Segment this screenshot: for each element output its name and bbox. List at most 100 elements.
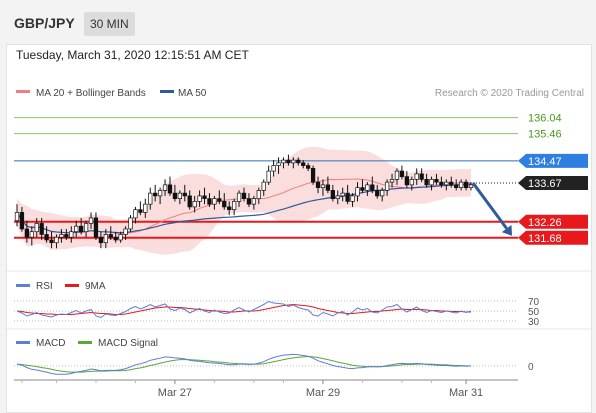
candle-body [454,184,459,188]
candle-body [197,195,202,202]
rsi-legend-label: RSI [36,281,53,292]
candle-body [414,173,419,180]
candle-body [177,192,182,199]
candle-body [157,190,163,197]
forecast-arrow [471,182,512,236]
candle-body [429,179,434,186]
last-price-label: 133.67 [528,178,562,190]
candle-body [266,170,271,183]
pivot-label: 134.47 [528,156,562,168]
timeframe-button[interactable]: 30 MIN [84,12,135,36]
candle-body [148,192,153,205]
candle-body [286,159,291,164]
candle-body [301,162,306,166]
candle-body [98,236,104,244]
candle-body [365,184,370,191]
candle-body [19,212,25,230]
candle-body [261,181,266,191]
candle-body [103,234,108,244]
candle-body [118,234,123,241]
candle-body [241,192,247,199]
ma50-line [16,183,472,234]
last-price-tag [518,175,588,190]
x-tick-label: Mar 27 [158,387,192,399]
candle-body [296,159,301,164]
candle-body [281,159,286,164]
candle-body [207,198,212,205]
candle-body [350,195,355,202]
candle-body [93,217,99,238]
candle-body [458,181,464,188]
candle-body [231,201,237,211]
candle-body [335,195,340,199]
candle-body [202,195,207,199]
candle-body [409,179,414,186]
x-tick-label: Mar 29 [306,387,340,399]
candle-body [167,184,173,194]
candle-body [251,198,257,205]
candle-body [424,179,429,186]
candle-body [384,181,390,191]
candle-body [69,231,74,238]
candle-body [276,162,281,166]
candle-body [217,198,222,202]
ma20-legend-label: MA 20 + Bollinger Bands [36,88,146,99]
candle-body [291,159,296,164]
candle-body [64,234,69,238]
resistance-1-label: 135.46 [528,129,562,141]
ma50-legend-swatch [160,90,174,93]
candle-body [380,190,385,197]
rsi-30-label: 30 [528,317,540,328]
candle-body [153,192,158,197]
ma20-legend-swatch [16,90,30,93]
candle-body [227,206,232,211]
candle-body [345,192,350,202]
candle-body [59,234,64,238]
candle-body [370,184,375,191]
candle-body [54,236,59,244]
candle-body [444,181,449,186]
candle-body [29,231,34,238]
candle-body [172,192,178,199]
candle-body [49,239,54,244]
candle-body [449,181,454,186]
candle-body [315,181,321,188]
candle-body [138,209,143,213]
candle-body [434,179,439,183]
macd-zero-label: 0 [528,362,534,373]
rsi9-line [16,303,471,315]
candle-body [463,181,469,188]
rsi-50-label: 50 [528,307,540,318]
candle-body [14,212,20,222]
candle-body [222,201,227,208]
candle-body [399,170,405,177]
ma50-legend-label: MA 50 [178,88,207,99]
support-2-label: 131.68 [528,233,562,245]
symbol-title: GBP/JPY [14,15,75,31]
candle-body [24,228,30,238]
resistance-2-label: 136.04 [528,113,562,125]
rsi9-legend-label: 9MA [85,281,106,292]
candle-body [88,217,94,224]
support-2-tag [518,230,588,245]
candle-body [39,223,44,235]
support-1-label: 132.26 [528,217,562,229]
x-axis-ticks: Mar 27 Mar 29 Mar 31 [21,380,483,399]
candle-body [123,228,128,235]
candle-body [325,184,331,191]
x-tick-label: Mar 31 [449,387,483,399]
macd-signal-legend-label: MACD Signal [98,338,158,349]
pivot-tag [518,153,588,168]
candle-body [79,225,84,233]
candle-body [128,217,133,230]
candle-body [143,203,148,213]
rsi9-legend-swatch [65,284,79,287]
candle-body [212,198,217,205]
candle-body [74,225,79,233]
macd-line [16,353,472,375]
candle-body [439,181,444,186]
candle-body [360,187,365,191]
timestamp: Tuesday, March 31, 2020 12:15:51 AM CET [16,48,249,62]
candle-body [320,184,326,188]
